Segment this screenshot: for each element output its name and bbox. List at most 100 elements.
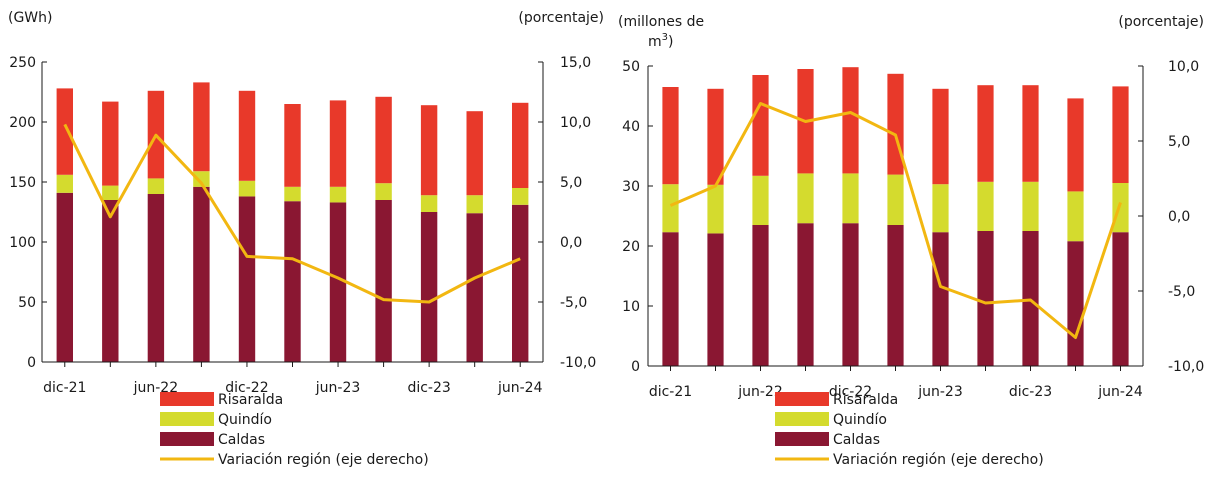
bar-caldas-7: [375, 200, 392, 362]
right-tick-label: 5,0: [560, 175, 582, 191]
right-tick-label: 15,0: [560, 55, 591, 71]
right-unit-label: (porcentaje): [518, 10, 604, 26]
bar-risaralda-1: [102, 101, 119, 186]
bar-risaralda-0: [56, 88, 73, 175]
x-tick-label: jun-24: [497, 380, 543, 396]
bar-quindio-7: [977, 181, 994, 231]
right-tick-label: 0,0: [1168, 209, 1190, 225]
legend-label: Quindío: [218, 412, 272, 428]
bar-caldas-4: [842, 223, 859, 366]
bar-quindio-0: [662, 184, 679, 233]
bar-risaralda-1: [707, 88, 724, 185]
bar-risaralda-8: [1022, 85, 1039, 182]
bar-quindio-5: [284, 186, 301, 202]
right-tick-label: -5,0: [560, 295, 587, 311]
right-tick-label: -10,0: [560, 355, 596, 371]
right-tick-label: 0,0: [560, 235, 582, 251]
bar-caldas-5: [284, 201, 301, 362]
bar-risaralda-9: [1067, 98, 1084, 192]
legend-label: Risaralda: [218, 392, 283, 408]
bar-quindio-8: [420, 195, 438, 212]
bar-caldas-6: [329, 202, 347, 362]
bar-quindio-2: [752, 175, 769, 225]
x-tick-label: dic-21: [43, 380, 86, 396]
right-tick-label: 10,0: [560, 115, 591, 131]
bar-quindio-9: [1067, 191, 1084, 242]
left-tick-label: 250: [9, 55, 36, 71]
bar-quindio-3: [797, 173, 814, 224]
legend-swatch: [160, 412, 214, 426]
bar-quindio-6: [932, 184, 949, 233]
bar-quindio-8: [1022, 181, 1039, 231]
bar-quindio-2: [147, 178, 165, 194]
bar-quindio-9: [466, 195, 483, 214]
left-tick-label: 200: [9, 115, 36, 131]
left-tick-label: 50: [18, 295, 36, 311]
left-tick-label: 10: [622, 299, 640, 315]
bar-risaralda-3: [193, 82, 210, 172]
bar-risaralda-4: [238, 90, 256, 181]
chart-energy: (GWh) (porcentaje) 0 50 100 150 200 250 -10,0 -…: [8, 10, 604, 468]
x-tick-label: jun-23: [917, 384, 963, 400]
bar-risaralda-6: [329, 100, 347, 187]
x-tick-label: dic-22: [225, 380, 268, 396]
left-tick-label: 40: [622, 119, 640, 135]
right-tick-label: -5,0: [1168, 284, 1195, 300]
legend-swatch: [160, 392, 214, 406]
bar-risaralda-0: [662, 87, 679, 185]
bar-caldas-6: [932, 232, 949, 366]
legend-swatch: [775, 392, 829, 406]
left-tick-label: 50: [622, 59, 640, 75]
bar-caldas-0: [56, 192, 73, 362]
bar-caldas-0: [662, 232, 679, 366]
bar-caldas-9: [1067, 241, 1084, 366]
x-tick-label: jun-24: [1097, 384, 1143, 400]
bar-quindio-1: [707, 184, 724, 234]
bar-quindio-7: [375, 183, 392, 200]
bar-caldas-2: [752, 225, 769, 366]
left-unit-label-m3: m3): [648, 32, 673, 50]
bar-quindio-0: [56, 174, 73, 193]
bar-caldas-1: [102, 200, 119, 362]
bar-caldas-4: [238, 196, 256, 362]
left-tick-label: 30: [622, 179, 640, 195]
bar-quindio-1: [102, 185, 119, 200]
chart-water: (millones de m3) (porcentaje) 0 10 20 30 40 5…: [618, 14, 1204, 468]
x-tick-label: dic-23: [1009, 384, 1052, 400]
x-tick-label: jun-22: [737, 384, 783, 400]
left-tick-label: 0: [631, 359, 640, 375]
bar-caldas-8: [420, 212, 438, 362]
legend-label: Caldas: [833, 432, 880, 448]
bar-caldas-5: [887, 225, 904, 366]
right-tick-label: 10,0: [1168, 59, 1199, 75]
bar-quindio-3: [193, 171, 210, 187]
legend-swatch: [160, 432, 214, 446]
legend-label: Risaralda: [833, 392, 898, 408]
bar-caldas-8: [1022, 231, 1039, 366]
legend-label: Variación región (eje derecho): [218, 452, 429, 468]
bar-caldas-3: [193, 186, 210, 362]
bar-quindio-4: [842, 173, 859, 224]
bar-quindio-10: [1112, 183, 1129, 233]
left-unit-label: (millones de: [618, 14, 704, 30]
bar-caldas-3: [797, 223, 814, 366]
bar-risaralda-7: [977, 85, 994, 182]
right-tick-label: -10,0: [1168, 359, 1204, 375]
bar-caldas-10: [512, 204, 529, 362]
right-tick-label: 5,0: [1168, 134, 1190, 150]
legend: Risaralda Quindío Caldas Variación región (…: [775, 392, 1044, 468]
bar-quindio-4: [238, 180, 256, 197]
bar-risaralda-6: [932, 88, 949, 185]
bar-risaralda-5: [887, 73, 904, 175]
bar-quindio-5: [887, 174, 904, 225]
legend-swatch: [775, 432, 829, 446]
bar-risaralda-10: [512, 102, 529, 188]
right-unit-label: (porcentaje): [1118, 14, 1204, 30]
x-tick-label: dic-21: [649, 384, 692, 400]
bar-risaralda-5: [284, 104, 301, 187]
bar-risaralda-4: [842, 67, 859, 174]
left-tick-label: 20: [622, 239, 640, 255]
left-tick-label: 0: [27, 355, 36, 371]
bar-risaralda-9: [466, 111, 483, 196]
